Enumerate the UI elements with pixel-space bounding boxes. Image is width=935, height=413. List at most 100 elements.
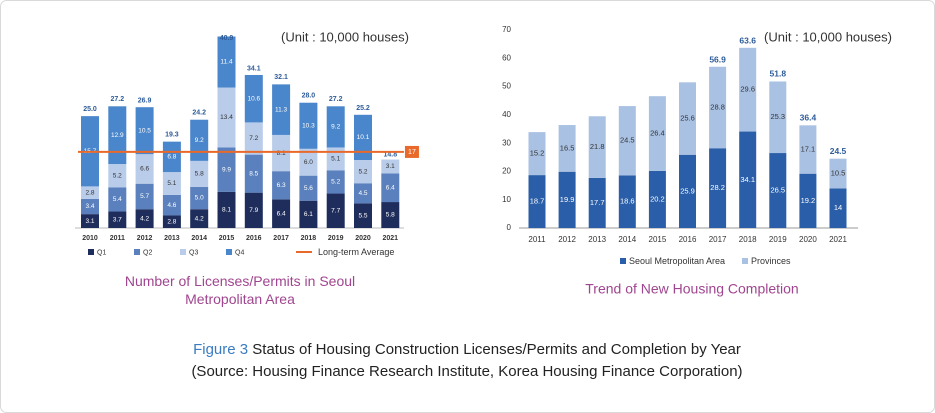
legend-swatch <box>134 249 140 255</box>
average-label: 17 <box>408 149 416 156</box>
legend-label: Long-term Average <box>318 247 394 257</box>
x-tick-label: 2016 <box>679 235 697 244</box>
x-tick-label: 2012 <box>137 235 153 242</box>
x-tick-label: 2017 <box>273 235 289 242</box>
data-label: 5.5 <box>358 212 367 219</box>
bar-segment <box>162 141 181 173</box>
total-label: 28.0 <box>302 93 316 100</box>
data-label: 11.3 <box>275 106 288 113</box>
data-label: 21.8 <box>590 142 605 151</box>
data-label: 20.2 <box>650 194 665 203</box>
bar-segment <box>299 102 318 149</box>
data-label: 6.1 <box>304 211 313 218</box>
bar-segment <box>739 47 757 132</box>
data-label: 18.7 <box>530 197 545 206</box>
bar-segment <box>244 122 263 155</box>
bar-segment <box>162 194 181 216</box>
data-label: 9.2 <box>195 137 204 144</box>
data-label: 6.4 <box>386 184 395 191</box>
x-tick-label: 2021 <box>383 235 399 242</box>
data-label: 8.5 <box>249 170 258 177</box>
data-label: 8.1 <box>222 207 231 214</box>
bar-segment <box>272 199 291 228</box>
bar-segment <box>326 106 345 148</box>
unit-note: (Unit : 10,000 houses) <box>281 29 409 44</box>
average-box <box>404 145 419 158</box>
x-tick-label: 2013 <box>164 235 180 242</box>
chart-title: Trend of New Housing Completion <box>585 281 798 297</box>
data-label: 6.0 <box>304 159 313 166</box>
bar-segment <box>799 173 817 228</box>
y-tick-label: 10 <box>502 195 511 204</box>
bar-segment <box>190 186 209 210</box>
data-label: 7.9 <box>249 207 258 214</box>
bar-segment <box>381 159 400 174</box>
data-label: 25.3 <box>770 112 785 121</box>
x-tick-label: 2010 <box>82 235 98 242</box>
bar-segment <box>558 171 576 228</box>
data-label: 7.7 <box>331 207 340 214</box>
y-tick-label: 30 <box>502 138 511 147</box>
bar-segment <box>588 116 606 178</box>
bar-segment <box>354 183 372 204</box>
y-tick-label: 70 <box>502 25 511 34</box>
bar-segment <box>299 200 318 228</box>
data-label: 3.1 <box>386 163 395 170</box>
total-label: 34.1 <box>247 65 261 72</box>
legend-label: Q3 <box>189 249 198 256</box>
bar-segment <box>272 134 291 172</box>
data-label: 34.1 <box>740 175 755 184</box>
bar-segment <box>326 147 345 171</box>
x-tick-label: 2021 <box>829 235 847 244</box>
data-label: 18.6 <box>620 197 635 206</box>
data-label: 10.6 <box>247 95 260 102</box>
data-label: 19.9 <box>560 195 575 204</box>
data-label: 15.2 <box>530 149 545 158</box>
legend-label: Q1 <box>97 249 106 256</box>
x-tick-label: 2018 <box>739 235 757 244</box>
data-label: 16.5 <box>560 143 575 152</box>
x-tick-label: 2014 <box>191 235 207 242</box>
x-tick-label: 2015 <box>649 235 667 244</box>
bar-segment <box>679 154 696 228</box>
total-label: 14.8 <box>383 152 397 159</box>
bar-segment <box>648 170 666 228</box>
y-tick-label: 50 <box>502 82 511 91</box>
bar-segment <box>108 106 127 165</box>
bar-segment <box>162 172 181 195</box>
bar-segment <box>81 186 99 199</box>
data-label: 17.1 <box>801 144 816 153</box>
legend-label: Provinces <box>751 256 791 266</box>
bar-segment <box>244 192 263 228</box>
data-label: 5.8 <box>195 171 204 178</box>
data-label: 28.2 <box>710 183 725 192</box>
data-label: 5.2 <box>331 179 340 186</box>
data-label: 17.7 <box>590 198 605 207</box>
bar-segment <box>354 114 372 160</box>
bar-segment <box>709 66 727 149</box>
unit-note: (Unit : 10,000 houses) <box>764 29 892 44</box>
data-label: 3.1 <box>85 218 94 225</box>
data-label: 5.1 <box>331 156 340 163</box>
x-tick-label: 2020 <box>799 235 817 244</box>
data-label: 5.8 <box>386 212 395 219</box>
bar-segment <box>769 153 787 228</box>
bar-segment <box>81 214 99 228</box>
bar-segment <box>326 170 345 194</box>
data-label: 29.6 <box>740 85 755 94</box>
data-label: 14 <box>834 203 842 212</box>
data-label: 5.0 <box>195 195 204 202</box>
bar-segment <box>299 175 318 201</box>
data-label: 10.1 <box>357 134 370 141</box>
bar-segment <box>217 147 236 192</box>
bar-segment <box>381 173 400 203</box>
x-tick-label: 2018 <box>301 235 317 242</box>
bar-segment <box>244 74 263 123</box>
caption-label: Figure 3 <box>193 341 248 358</box>
data-label: 11.4 <box>220 59 233 66</box>
bar-segment <box>299 148 318 176</box>
bar-segment <box>709 148 727 228</box>
bar-segment <box>648 96 666 171</box>
data-label: 2.8 <box>167 218 176 225</box>
